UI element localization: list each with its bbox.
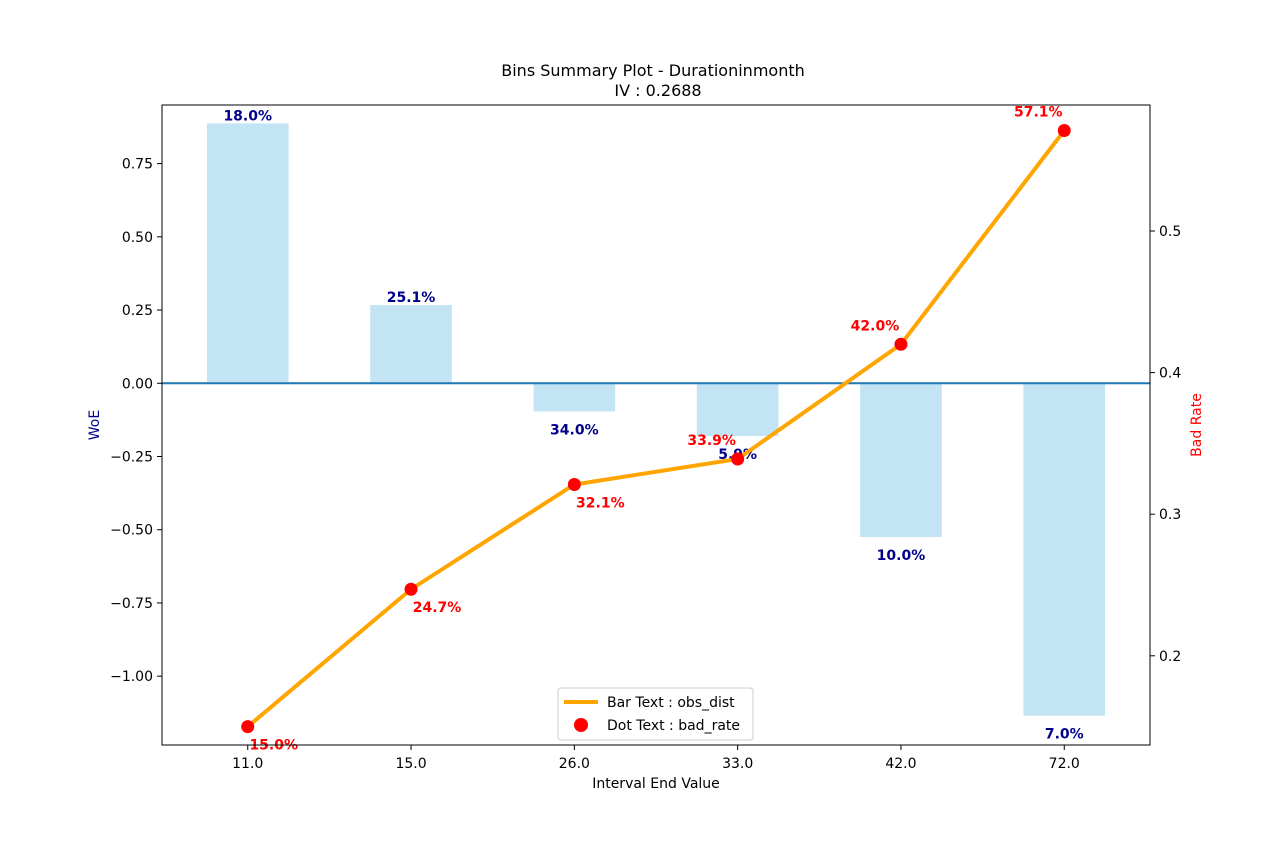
y-tick-label: −0.50 [110,523,153,539]
bad-rate-dot [894,337,908,351]
bad-rate-label: 15.0% [249,738,298,754]
x-tick-label: 11.0 [232,756,263,772]
woe-bar [370,305,452,384]
y-tick-label: 0.00 [122,376,153,392]
bad-rate-label: 32.1% [576,495,625,511]
bad-rate-label: 24.7% [413,600,462,616]
y2-axis-label: Bad Rate [1189,393,1205,457]
bad-rate-dot [731,452,745,466]
woe-bars [206,123,1106,716]
bad-rate-label: 42.0% [851,318,900,334]
y2-tick-label: 0.3 [1159,507,1181,523]
legend: Bar Text : obs_dist Dot Text : bad_rate [557,687,754,741]
bad-rate-dot [404,582,418,596]
x-tick-label: 42.0 [885,756,916,772]
legend-dot-swatch [574,718,588,732]
y-tick-label: −0.25 [110,449,153,465]
bar-value-label: 10.0% [877,548,926,564]
chart-title: Bins Summary Plot - Durationinmonth [501,61,805,80]
y-tick-label: 0.50 [122,230,153,246]
legend-entry-dot-text: Dot Text : bad_rate [607,718,740,734]
woe-bar [860,383,942,538]
y2-tick-label: 0.2 [1159,649,1181,665]
x-axis-label: Interval End Value [592,776,720,792]
x-tick-label: 26.0 [559,756,590,772]
legend-entry-bar-text: Bar Text : obs_dist [607,695,735,711]
y-axis-ticks: 0.75 0.50 0.25 0.00 −0.25 −0.50 −0.75 −1.00 [110,157,162,685]
woe-bar [1023,383,1106,716]
bar-labels: 18.0%25.1%34.0%5.9%10.0%7.0% [223,108,1083,742]
legend-box [557,687,754,741]
bar-value-label: 7.0% [1045,727,1084,743]
woe-bar [696,383,779,436]
bad-rate-label: 57.1% [1014,104,1063,120]
bad-rate-dot [567,477,581,491]
y-tick-label: 0.75 [122,157,153,173]
bad-rate-dot [1057,123,1071,137]
y-tick-label: −0.75 [110,596,153,612]
x-axis-ticks: 11.0 15.0 26.0 33.0 42.0 72.0 [232,745,1080,772]
woe-bar [533,383,616,412]
y2-tick-label: 0.5 [1159,224,1181,240]
bad-rate-dot [241,720,255,734]
woe-bar [206,123,289,384]
bad-rate-line [245,128,1067,729]
chart-subtitle: IV : 0.2688 [614,81,701,100]
x-tick-label: 33.0 [722,756,753,772]
bad-rate-line-layer [241,123,1071,734]
bad-rate-label: 33.9% [687,433,736,449]
dot-labels: 15.0% 24.7% 32.1% 33.9% 42.0% 57.1% [249,104,1062,753]
y2-axis-ticks: 0.5 0.4 0.3 0.2 [1150,224,1181,665]
bar-value-label: 18.0% [223,108,272,124]
y2-tick-label: 0.4 [1159,366,1181,382]
y-axis-label: WoE [87,410,103,440]
y-tick-label: −1.00 [110,669,153,685]
x-tick-label: 72.0 [1049,756,1080,772]
bar-value-label: 25.1% [387,290,436,306]
x-tick-label: 15.0 [395,756,426,772]
y-tick-label: 0.25 [122,303,153,319]
bar-value-label: 34.0% [550,422,599,438]
plot-frame [161,104,1151,746]
